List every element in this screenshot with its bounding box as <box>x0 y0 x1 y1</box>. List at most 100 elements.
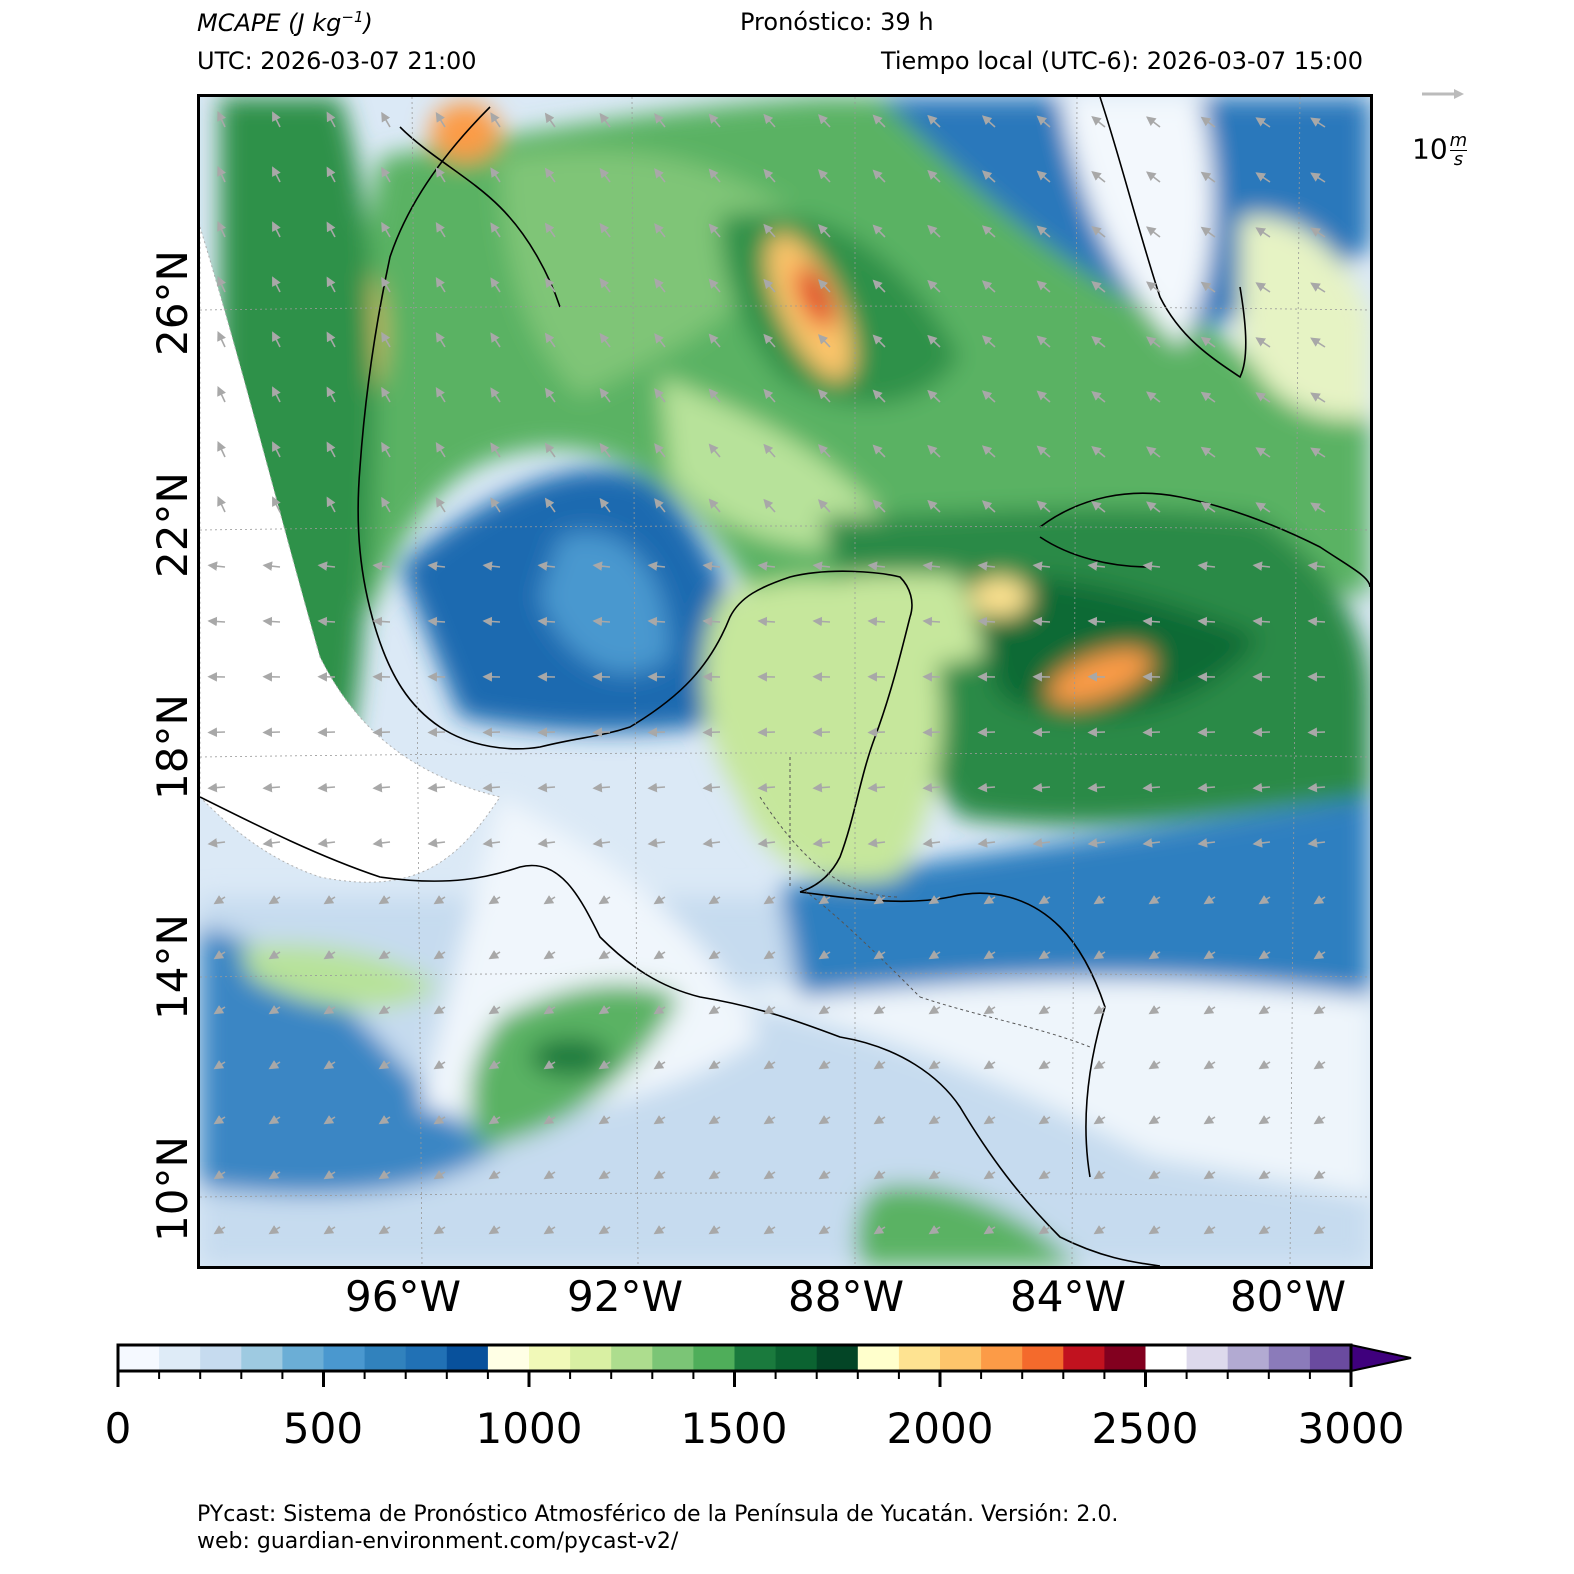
wind-arrow-icon <box>1255 227 1271 238</box>
colorbar-segment <box>1063 1345 1105 1371</box>
wind-arrow-icon <box>1142 616 1161 627</box>
wind-arrow-icon <box>867 616 886 627</box>
wind-arrow-icon <box>1313 1060 1326 1070</box>
wind-arrow-icon <box>872 499 886 513</box>
wind-arrow-icon <box>928 1005 941 1015</box>
wind-arrow-icon <box>482 838 501 848</box>
wind-arrow-icon <box>217 111 226 128</box>
wind-arrow-icon <box>598 895 611 905</box>
wind-arrow-icon <box>867 561 886 571</box>
wind-arrow-icon <box>981 225 996 238</box>
wind-arrow-icon <box>488 950 501 960</box>
wind-arrow-icon <box>482 616 501 627</box>
colorbar-segments <box>118 1345 1352 1371</box>
colorbar-segment <box>118 1345 160 1371</box>
wind-arrow-icon <box>1197 561 1216 571</box>
wind-arrow-icon <box>543 1115 556 1125</box>
wind-arrow-icon <box>1036 170 1051 183</box>
wind-arrow-icon <box>323 895 336 905</box>
wind-arrow-icon <box>763 1115 776 1125</box>
wind-arrow-icon <box>537 727 556 738</box>
wind-vectors <box>207 111 1326 1235</box>
colorbar-segment <box>241 1345 283 1371</box>
wind-arrow-icon <box>1200 116 1216 128</box>
wind-arrow-icon <box>488 1170 501 1180</box>
colorbar-segment <box>1104 1345 1147 1371</box>
wind-arrow-icon <box>268 1060 281 1070</box>
wind-arrow-icon <box>1093 1170 1106 1180</box>
colorbar-segment <box>159 1345 201 1371</box>
wind-arrow-icon <box>213 1005 226 1015</box>
wind-arrow-icon <box>654 498 666 513</box>
wind-arrow-icon <box>598 1225 611 1235</box>
wind-arrow-icon <box>873 1060 886 1070</box>
wind-arrow-icon <box>818 1225 831 1235</box>
wind-arrow-icon <box>757 727 776 738</box>
wind-arrow-icon <box>490 497 501 513</box>
wind-arrow-icon <box>818 1005 831 1015</box>
wind-arrow-icon <box>1203 895 1216 905</box>
wind-arrow-icon <box>927 224 941 238</box>
wind-arrow-icon <box>381 441 391 458</box>
wind-arrow-icon <box>1307 616 1326 627</box>
lon-label-84w: 84°W <box>1010 1272 1126 1321</box>
wind-arrow-icon <box>872 224 886 238</box>
wind-arrow-icon <box>1255 392 1271 403</box>
wind-arrow-icon <box>488 1060 501 1070</box>
wind-arrow-icon <box>378 1060 391 1070</box>
wind-arrow-icon <box>867 838 886 848</box>
wind-arrow-icon <box>1036 335 1051 348</box>
wind-arrow-icon <box>702 616 721 627</box>
variable-unit: (J kg−1) <box>288 8 373 37</box>
wind-arrow-icon <box>323 1060 336 1070</box>
wind-arrow-icon <box>1203 1060 1216 1070</box>
wind-arrow-icon <box>592 782 611 793</box>
wind-arrow-icon <box>757 838 776 848</box>
wind-arrow-icon <box>543 895 556 905</box>
wind-arrow-icon <box>867 782 886 793</box>
wind-arrow-icon <box>708 895 721 905</box>
wind-arrow-icon <box>763 168 776 183</box>
wind-arrow-icon <box>217 441 226 458</box>
map-panel[interactable] <box>197 94 1373 1269</box>
wind-arrow-icon <box>818 1060 831 1070</box>
wind-arrow-icon <box>818 334 831 348</box>
footer-url[interactable]: web: guardian-environment.com/pycast-v2/ <box>197 1529 679 1554</box>
wind-arrow-icon <box>544 112 556 128</box>
wind-arrow-icon <box>537 561 556 571</box>
wind-arrow-icon <box>272 221 281 238</box>
wind-arrow-icon <box>653 1115 666 1125</box>
wind-arrow-icon <box>647 727 666 738</box>
wind-arrow-icon <box>1093 1060 1106 1070</box>
colorbar-segment <box>816 1345 859 1371</box>
wind-arrow-icon <box>599 387 611 403</box>
wind-arrow-icon <box>599 442 611 458</box>
wind-arrow-icon <box>598 1115 611 1125</box>
wind-arrow-icon <box>1252 838 1271 848</box>
wind-arrow-icon <box>708 1005 721 1015</box>
wind-arrow-icon <box>812 616 831 627</box>
wind-arrow-icon <box>1087 838 1106 848</box>
wind-arrow-icon <box>490 277 501 293</box>
wind-arrow-icon <box>977 727 996 738</box>
wind-reference-label: 10 m s <box>1412 130 1468 170</box>
wind-arrow-icon <box>488 895 501 905</box>
wind-arrow-icon <box>1200 446 1216 458</box>
wind-arrow-icon <box>272 441 281 458</box>
wind-arrow-icon <box>983 1225 996 1235</box>
wind-arrow-icon <box>381 166 391 183</box>
wind-arrow-icon <box>1307 727 1326 738</box>
wind-arrow-icon <box>928 1060 941 1070</box>
wind-arrow-icon <box>653 950 666 960</box>
wind-arrow-icon <box>981 170 996 183</box>
wind-arrow-icon <box>872 279 886 293</box>
wind-arrow-icon <box>1093 1005 1106 1015</box>
colorbar-segment <box>1227 1345 1270 1371</box>
wind-arrow-icon <box>708 278 721 293</box>
wind-arrow-icon <box>323 1115 336 1125</box>
lon-label-80w: 80°W <box>1230 1272 1346 1321</box>
wind-arrow-icon <box>1142 727 1161 738</box>
wind-arrow-icon <box>262 782 281 793</box>
wind-arrow-icon <box>1036 500 1051 513</box>
wind-arrow-icon <box>654 223 666 238</box>
